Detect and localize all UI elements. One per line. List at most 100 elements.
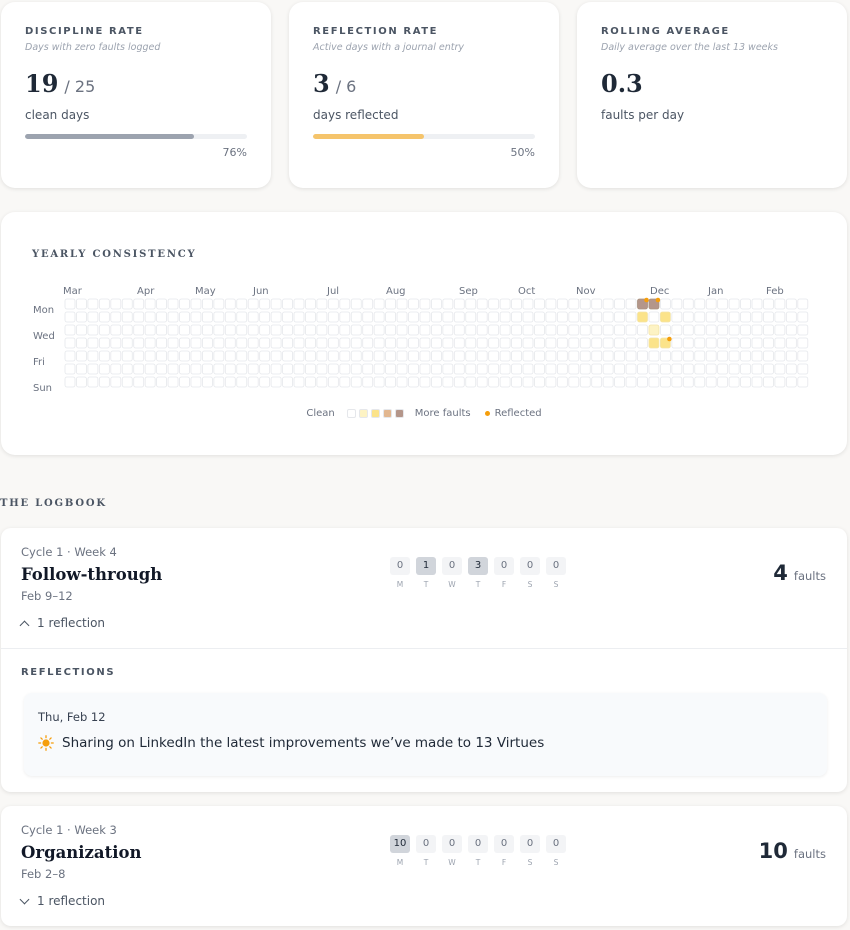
day-cell[interactable]	[316, 376, 328, 388]
day-cell[interactable]	[224, 298, 236, 310]
day-cell[interactable]	[453, 324, 465, 336]
day-cell[interactable]	[316, 337, 328, 349]
day-cell[interactable]	[305, 298, 316, 310]
day-cell[interactable]	[121, 324, 133, 336]
day-cell[interactable]	[614, 376, 625, 388]
day-cell[interactable]	[339, 363, 351, 375]
day-cell[interactable]	[98, 324, 110, 336]
day-cell[interactable]	[648, 350, 660, 362]
day-cell[interactable]	[385, 324, 397, 336]
day-cell[interactable]	[327, 324, 339, 336]
day-cell[interactable]	[339, 337, 351, 349]
day-cell[interactable]	[87, 298, 99, 310]
day-cell[interactable]	[282, 337, 293, 349]
day-cell[interactable]	[327, 376, 339, 388]
day-cell[interactable]	[293, 298, 305, 310]
day-cell[interactable]	[545, 363, 557, 375]
day-cell[interactable]	[660, 350, 671, 362]
day-cell[interactable]	[774, 324, 786, 336]
day-cell[interactable]	[763, 363, 774, 375]
day-cell[interactable]	[87, 311, 99, 323]
day-cell[interactable]	[327, 337, 339, 349]
day-cell[interactable]	[751, 298, 763, 310]
day-cell[interactable]	[534, 363, 545, 375]
day-cell[interactable]	[270, 337, 282, 349]
day-cell[interactable]	[453, 311, 465, 323]
day-cell[interactable]	[705, 311, 717, 323]
day-cell[interactable]	[64, 363, 76, 375]
day-cell[interactable]	[511, 350, 522, 362]
day-cell[interactable]	[282, 324, 293, 336]
day-cell[interactable]	[602, 298, 614, 310]
day-cell[interactable]	[453, 337, 465, 349]
day-cell[interactable]	[350, 298, 362, 310]
day-cell[interactable]	[568, 298, 580, 310]
day-cell[interactable]	[465, 298, 477, 310]
day-cell[interactable]	[671, 350, 683, 362]
day-cell[interactable]	[224, 350, 236, 362]
day-cell[interactable]	[568, 376, 580, 388]
day-cell[interactable]	[259, 324, 271, 336]
day-cell[interactable]	[408, 324, 419, 336]
day-cell[interactable]	[339, 376, 351, 388]
day-cell[interactable]	[190, 337, 202, 349]
day-cell[interactable]	[144, 376, 156, 388]
day-cell[interactable]	[419, 311, 431, 323]
day-cell[interactable]	[144, 298, 156, 310]
day-cell[interactable]	[797, 337, 809, 349]
day-cell[interactable]	[236, 350, 248, 362]
day-cell[interactable]	[213, 337, 225, 349]
day-cell[interactable]	[774, 337, 786, 349]
day-cell[interactable]	[740, 376, 751, 388]
day-cell[interactable]	[121, 350, 133, 362]
day-cell[interactable]	[339, 311, 351, 323]
day-cell[interactable]	[534, 376, 545, 388]
day-cell[interactable]	[350, 337, 362, 349]
day-cell[interactable]	[385, 298, 397, 310]
day-cell[interactable]	[98, 363, 110, 375]
day-cell[interactable]	[121, 376, 133, 388]
day-cell[interactable]	[614, 298, 625, 310]
day-cell[interactable]	[694, 363, 706, 375]
day-cell[interactable]	[419, 350, 431, 362]
day-cell[interactable]	[316, 350, 328, 362]
day-cell[interactable]	[236, 376, 248, 388]
day-cell[interactable]	[385, 311, 397, 323]
day-cell[interactable]	[236, 324, 248, 336]
day-cell[interactable]	[201, 324, 213, 336]
day-cell[interactable]	[625, 350, 637, 362]
day-cell[interactable]	[76, 363, 87, 375]
day-cell[interactable]	[488, 363, 500, 375]
day-cell[interactable]	[694, 324, 706, 336]
day-cell[interactable]	[236, 337, 248, 349]
day-cell[interactable]	[201, 363, 213, 375]
day-cell[interactable]	[648, 324, 660, 336]
day-cell[interactable]	[740, 350, 751, 362]
day-cell[interactable]	[156, 350, 168, 362]
day-cell[interactable]	[133, 298, 145, 310]
day-cell[interactable]	[442, 311, 454, 323]
day-cell[interactable]	[133, 311, 145, 323]
day-cell[interactable]	[419, 337, 431, 349]
day-cell[interactable]	[247, 337, 259, 349]
day-cell[interactable]	[190, 311, 202, 323]
day-cell[interactable]	[133, 376, 145, 388]
day-cell[interactable]	[385, 337, 397, 349]
day-cell[interactable]	[763, 376, 774, 388]
day-cell[interactable]	[740, 298, 751, 310]
day-cell[interactable]	[625, 337, 637, 349]
day-cell[interactable]	[648, 337, 660, 349]
day-cell[interactable]	[64, 324, 76, 336]
day-cell[interactable]	[396, 363, 408, 375]
day-cell[interactable]	[247, 350, 259, 362]
day-cell[interactable]	[64, 350, 76, 362]
day-cell[interactable]	[350, 311, 362, 323]
day-cell[interactable]	[453, 363, 465, 375]
day-cell[interactable]	[671, 363, 683, 375]
day-cell[interactable]	[785, 298, 797, 310]
day-cell[interactable]	[110, 350, 122, 362]
day-cell[interactable]	[373, 298, 385, 310]
day-cell[interactable]	[591, 376, 603, 388]
day-cell[interactable]	[774, 376, 786, 388]
day-cell[interactable]	[556, 350, 568, 362]
